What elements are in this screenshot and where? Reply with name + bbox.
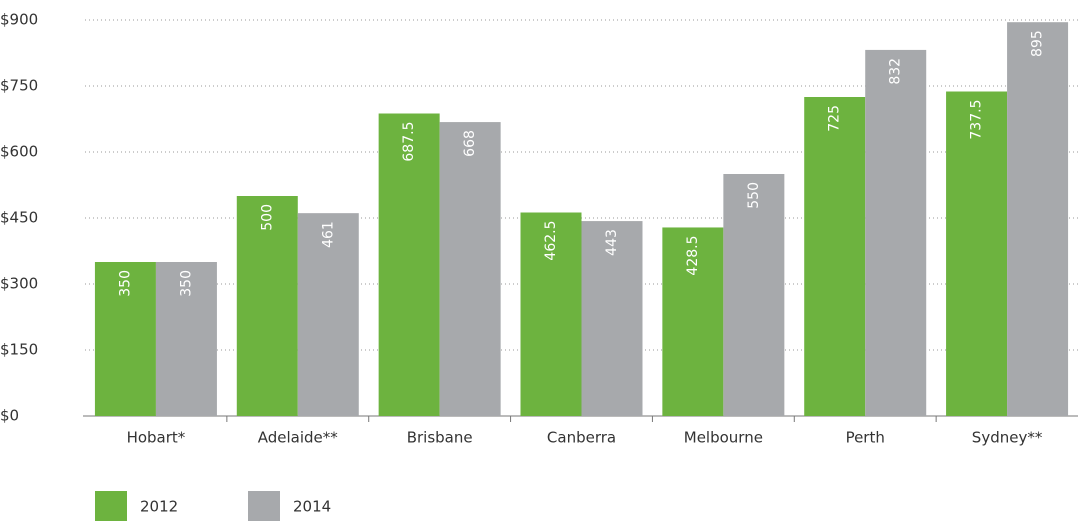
value-label: 462.5 (543, 221, 559, 261)
value-label: 443 (604, 229, 620, 256)
bar (723, 174, 785, 416)
bar (378, 113, 440, 416)
bar (520, 212, 582, 416)
x-tick-label: Canberra (547, 429, 616, 447)
bar (1007, 22, 1069, 416)
bar (155, 262, 217, 416)
value-label: 550 (746, 182, 762, 209)
legend-label: 2014 (293, 498, 331, 516)
y-tick-label: $300 (0, 275, 38, 293)
y-tick-label: $0 (0, 407, 19, 425)
x-tick-label: Melbourne (684, 429, 763, 447)
value-label: 428.5 (685, 235, 701, 275)
x-tick-label: Perth (846, 429, 885, 447)
y-tick-label: $450 (0, 209, 38, 227)
value-label: 895 (1030, 30, 1046, 57)
y-tick-label: $150 (0, 341, 38, 359)
bar (439, 122, 501, 416)
legend-label: 2012 (140, 498, 178, 516)
bar (581, 221, 643, 416)
x-tick-label: Brisbane (407, 429, 473, 447)
value-label: 737.5 (969, 100, 985, 140)
value-label: 350 (178, 270, 194, 297)
y-tick-label: $750 (0, 77, 38, 95)
value-label: 725 (827, 105, 843, 132)
value-label: 461 (320, 221, 336, 248)
bar (946, 91, 1008, 416)
x-tick-label: Adelaide** (258, 429, 339, 447)
bar (236, 196, 298, 416)
value-label: 350 (117, 270, 133, 297)
value-label: 668 (462, 130, 478, 157)
bar (297, 213, 359, 416)
bar (804, 97, 866, 416)
value-label: 687.5 (401, 122, 417, 162)
x-tick-label: Hobart* (127, 429, 186, 447)
y-tick-label: $900 (0, 11, 38, 29)
bar (865, 49, 927, 417)
value-label: 500 (259, 204, 275, 231)
legend-swatch (95, 491, 127, 521)
legend-swatch (248, 491, 280, 521)
bar (94, 262, 156, 416)
y-tick-label: $600 (0, 143, 38, 161)
bar (662, 227, 724, 416)
x-tick-label: Sydney** (972, 429, 1043, 447)
value-label: 832 (888, 58, 904, 85)
